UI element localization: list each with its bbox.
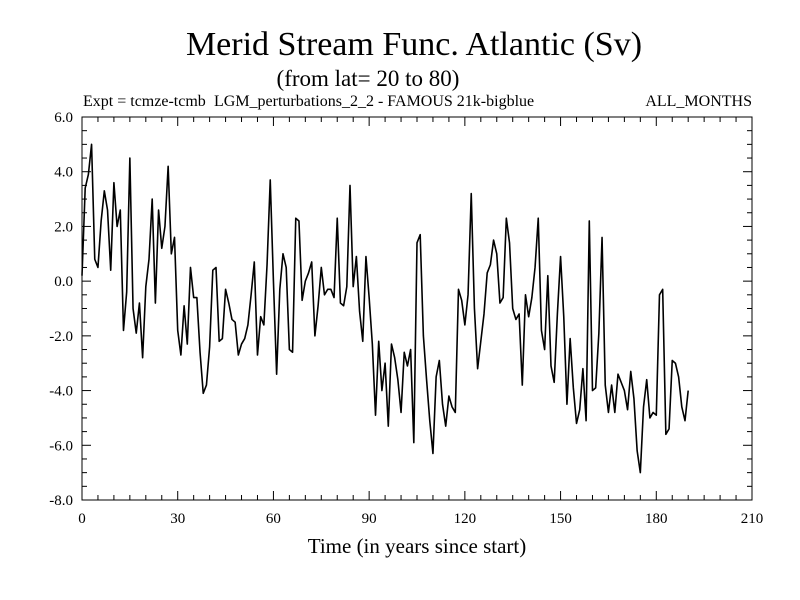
y-tick-label: 4.0 [54, 165, 73, 181]
series-line-0 [81, 143, 689, 474]
y-tick-label: -2.0 [49, 329, 73, 345]
x-tick-label: 60 [266, 511, 281, 527]
x-tick-label: 0 [78, 511, 86, 527]
x-axis-label: Time (in years since start) [308, 534, 527, 558]
header-months: ALL_MONTHS [645, 93, 752, 110]
y-tick-label: 6.0 [54, 110, 73, 126]
y-tick-label: -4.0 [49, 384, 73, 400]
y-tick-label: 2.0 [54, 219, 73, 235]
series-group [81, 143, 689, 474]
chart-subtitle: (from lat= 20 to 80) [277, 66, 460, 91]
chart-title: Merid Stream Func. Atlantic (Sv) [186, 26, 642, 63]
x-tick-label: 180 [645, 511, 668, 527]
x-tick-label: 120 [454, 511, 477, 527]
header-experiment: Expt = tcmze-tcmb [83, 93, 206, 110]
axis-ticks [81, 116, 753, 501]
x-tick-label: 30 [170, 511, 185, 527]
y-tick-label: -6.0 [49, 438, 73, 454]
y-tick-label: 0.0 [54, 274, 73, 290]
axis-tick-labels: 0 30 60 90 120 150 180 210 -8.0 -6.0 -4.0 -2.0 0.0 2.… [49, 110, 763, 527]
plot-frame [81, 116, 753, 501]
x-tick-label: 90 [362, 511, 377, 527]
x-tick-label: 150 [549, 511, 572, 527]
y-tick-label: -8.0 [49, 493, 73, 509]
header-run-description: LGM_perturbations_2_2 - FAMOUS 21k-bigbl… [214, 93, 534, 110]
x-tick-label: 210 [741, 511, 764, 527]
